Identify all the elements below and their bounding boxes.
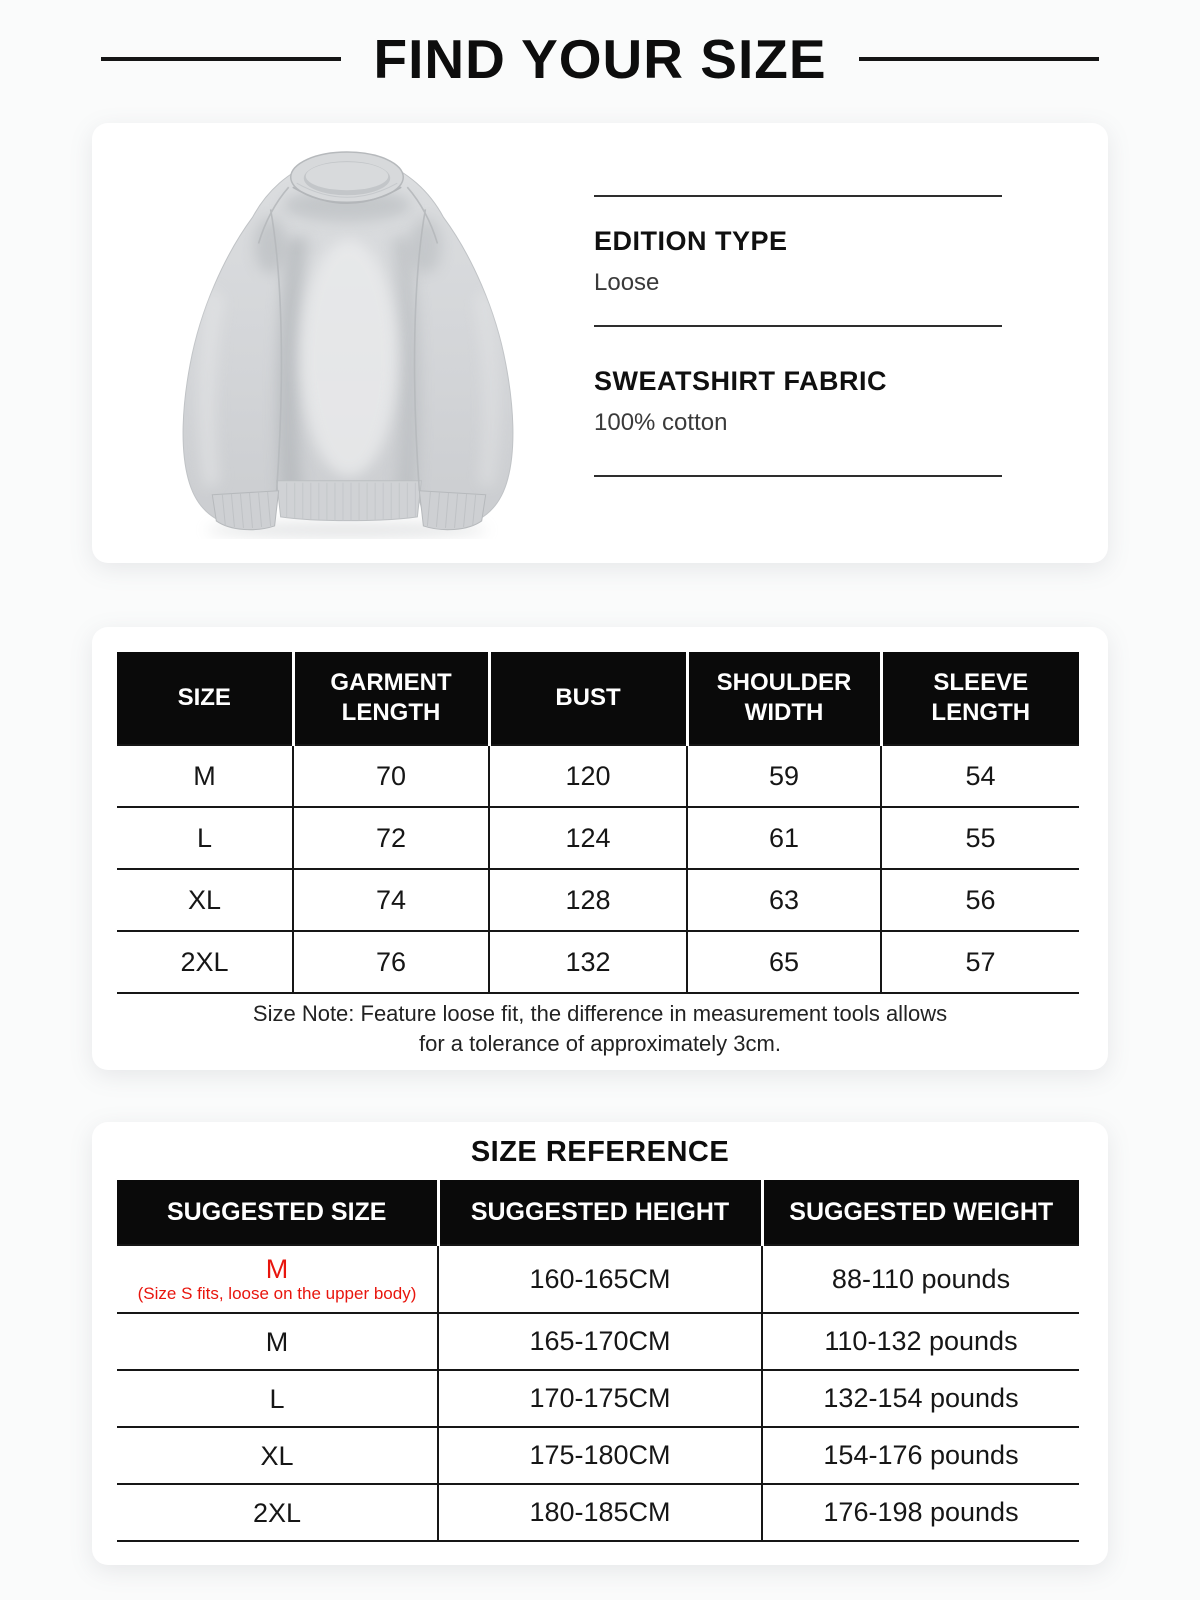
cell-suggested-weight: 88-110 pounds	[761, 1244, 1079, 1313]
col-header-size: SIZE	[117, 652, 293, 745]
page-header: FIND YOUR SIZE	[0, 0, 1200, 118]
size-table-header-row: SIZE GARMENT LENGTH BUST SHOULDER WIDTH …	[117, 652, 1079, 745]
suggested-size-value: XL	[260, 1440, 294, 1471]
cell-suggested-height: 170-175CM	[437, 1369, 762, 1427]
cell-bust: 120	[488, 744, 687, 807]
spec-label-edition-type: EDITION TYPE	[594, 225, 788, 256]
suggested-size-value: M	[265, 1326, 289, 1357]
sweatshirt-image	[182, 151, 514, 538]
table-row: L 72 124 61 55	[117, 806, 1079, 869]
cell-shoulder-width: 65	[686, 930, 881, 994]
cell-bust: 132	[488, 930, 687, 994]
cell-sleeve-length: 56	[880, 868, 1079, 931]
cell-shoulder-width: 61	[686, 806, 881, 869]
cell-suggested-size: XL	[117, 1426, 438, 1484]
suggested-size-value: L	[269, 1383, 285, 1414]
cell-garment-length: 76	[292, 930, 489, 994]
col-header-shoulder-width: SHOULDER WIDTH	[685, 652, 881, 745]
col-header-bust: BUST	[487, 652, 687, 745]
cell-suggested-height: 165-170CM	[437, 1312, 762, 1370]
cell-suggested-size: L	[117, 1369, 438, 1427]
page-title: FIND YOUR SIZE	[373, 28, 827, 90]
title-rule-left	[101, 57, 342, 61]
spec-value-fabric: 100% cotton	[594, 408, 728, 436]
cell-garment-length: 72	[292, 806, 489, 869]
table-row: XL 175-180CM 154-176 pounds	[117, 1426, 1079, 1484]
product-specs: EDITION TYPE Loose SWEATSHIRT FABRIC 100…	[594, 195, 1002, 477]
size-note-line-1: Size Note: Feature loose fit, the differ…	[252, 1001, 948, 1026]
suggested-size-value: 2XL	[252, 1497, 302, 1528]
table-row: M 165-170CM 110-132 pounds	[117, 1312, 1079, 1370]
cell-suggested-height: 175-180CM	[437, 1426, 762, 1484]
cell-suggested-weight: 110-132 pounds	[761, 1312, 1079, 1370]
col-header-sleeve-length: SLEEVE LENGTH	[879, 652, 1079, 745]
size-note-line-2: for a tolerance of approximately 3cm.	[419, 1031, 781, 1056]
table-row: 2XL 180-185CM 176-198 pounds	[117, 1483, 1079, 1542]
title-rule-right	[858, 57, 1099, 61]
col-header-suggested-size: SUGGESTED SIZE	[117, 1180, 438, 1245]
cell-suggested-size: 2XL	[117, 1483, 438, 1542]
table-row: L 170-175CM 132-154 pounds	[117, 1369, 1079, 1427]
cell-suggested-size: M	[117, 1312, 438, 1370]
cell-suggested-weight: 154-176 pounds	[761, 1426, 1079, 1484]
cell-shoulder-width: 59	[686, 744, 881, 807]
col-header-suggested-height: SUGGESTED HEIGHT	[436, 1180, 762, 1245]
spec-edition-type: EDITION TYPE Loose	[594, 197, 1002, 325]
spec-divider	[594, 475, 1002, 477]
cell-sleeve-length: 55	[880, 806, 1079, 869]
size-reference-table: SUGGESTED SIZE SUGGESTED HEIGHT SUGGESTE…	[117, 1180, 1079, 1542]
cell-sleeve-length: 57	[880, 930, 1079, 994]
suggested-size-note: (Size S fits, loose on the upper body)	[137, 1284, 417, 1303]
table-row: 2XL 76 132 65 57	[117, 930, 1079, 994]
cell-size: L	[117, 806, 293, 869]
table-row: M (Size S fits, loose on the upper body)…	[117, 1244, 1079, 1313]
cell-garment-length: 74	[292, 868, 489, 931]
col-header-garment-length: GARMENT LENGTH	[291, 652, 489, 745]
size-reference-title: SIZE REFERENCE	[470, 1136, 730, 1168]
suggested-size-value: M	[265, 1254, 289, 1284]
cell-suggested-height: 180-185CM	[437, 1483, 762, 1542]
cell-suggested-weight: 176-198 pounds	[761, 1483, 1079, 1542]
spec-value-edition-type: Loose	[594, 268, 660, 296]
cell-bust: 128	[488, 868, 687, 931]
cell-suggested-weight: 132-154 pounds	[761, 1369, 1079, 1427]
size-table: SIZE GARMENT LENGTH BUST SHOULDER WIDTH …	[117, 652, 1079, 994]
size-reference-card: SIZE REFERENCE SUGGESTED SIZE SUGGESTED …	[92, 1122, 1108, 1565]
reference-header-row: SUGGESTED SIZE SUGGESTED HEIGHT SUGGESTE…	[117, 1180, 1079, 1245]
product-card: EDITION TYPE Loose SWEATSHIRT FABRIC 100…	[92, 123, 1108, 563]
spec-divider	[594, 325, 1002, 327]
cell-size: M	[117, 744, 293, 807]
cell-size: 2XL	[117, 930, 293, 994]
spec-label-fabric: SWEATSHIRT FABRIC	[594, 365, 887, 396]
table-row: XL 74 128 63 56	[117, 868, 1079, 931]
col-header-suggested-weight: SUGGESTED WEIGHT	[760, 1180, 1079, 1245]
spec-fabric: SWEATSHIRT FABRIC 100% cotton	[594, 327, 1002, 475]
spec-divider	[594, 195, 1002, 197]
cell-size: XL	[117, 868, 293, 931]
cell-suggested-size: M (Size S fits, loose on the upper body)	[117, 1244, 438, 1313]
cell-suggested-height: 160-165CM	[437, 1244, 762, 1313]
size-note: Size Note: Feature loose fit, the differ…	[92, 999, 1108, 1059]
table-row: M 70 120 59 54	[117, 744, 1079, 807]
cell-shoulder-width: 63	[686, 868, 881, 931]
size-table-card: SIZE GARMENT LENGTH BUST SHOULDER WIDTH …	[92, 627, 1108, 1070]
cell-garment-length: 70	[292, 744, 489, 807]
cell-bust: 124	[488, 806, 687, 869]
cell-sleeve-length: 54	[880, 744, 1079, 807]
